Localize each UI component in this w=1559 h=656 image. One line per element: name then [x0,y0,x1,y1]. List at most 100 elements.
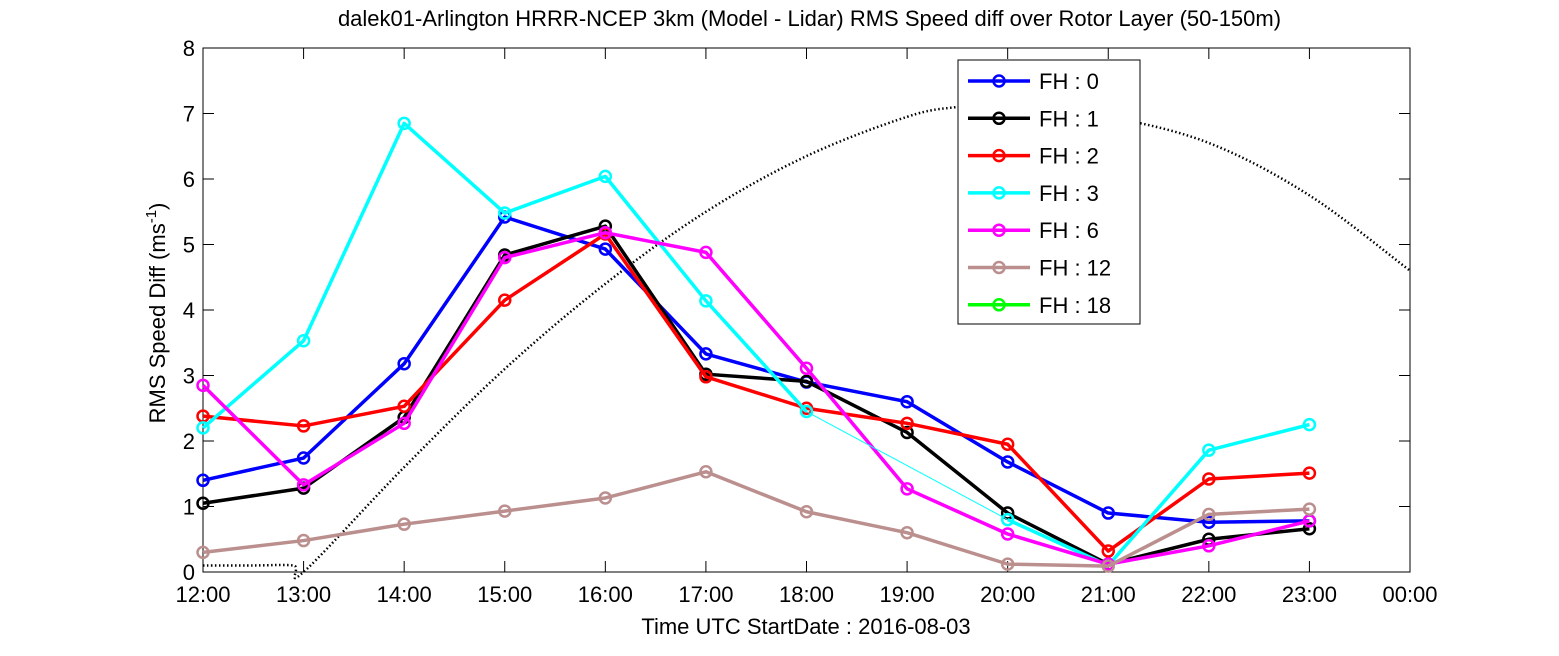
series-line [201,230,1310,566]
legend-marker [992,298,1006,312]
data-point [397,399,411,414]
data-point [1000,557,1015,571]
legend-label: FH : 3 [1039,181,1099,206]
data-point [1202,507,1216,522]
series-fh-0 [196,210,1317,529]
data-point [397,356,411,371]
data-point [296,533,311,548]
legend-label: FH : 6 [1039,218,1099,243]
data-point [1000,437,1015,452]
data-point [598,225,613,240]
legend-marker [992,186,1006,200]
y-tick-label: 8 [183,36,195,61]
legend-entry: FH : 12 [968,256,1111,281]
data-point [1101,506,1115,520]
data-point [1302,502,1317,516]
data-point [196,496,210,510]
data-point [699,245,713,260]
y-tick-label: 7 [183,102,195,127]
legend-label: FH : 18 [1039,293,1111,318]
data-point [1000,506,1015,520]
legend-entry: FH : 0 [968,69,1099,94]
data-point [699,370,713,384]
data-point [296,451,311,465]
y-tick-label: 2 [183,429,195,454]
series-fh-12 [196,465,1317,573]
data-point [598,242,613,256]
data-point [598,169,613,184]
data-point [699,347,713,361]
series-line [202,232,1310,553]
data-point [397,416,411,431]
y-axis-ticks: 0 1 2 3 4 5 6 7 8 [183,36,1410,585]
y-tick-label: 1 [183,495,195,520]
x-tick-label: 18:00 [779,582,834,607]
series-fh-2 [196,227,1317,558]
data-point [498,293,512,307]
series-line [202,470,1310,568]
legend-label: FH : 1 [1039,106,1099,131]
x-tick-label: 12:00 [175,582,230,607]
x-tick-label: 23:00 [1282,582,1337,607]
data-point [1202,443,1216,457]
legend-label: FH : 2 [1039,144,1099,169]
legend-entry: FH : 18 [968,293,1111,318]
data-point [900,416,914,431]
legend-label: FH : 0 [1039,69,1099,94]
data-point [799,374,814,389]
data-point [1302,417,1317,432]
chart-title: dalek01-Arlington HRRR-NCEP 3km (Model -… [337,6,1282,31]
data-point [1101,559,1115,573]
x-tick-label: 14:00 [377,582,432,607]
x-tick-label: 13:00 [276,582,331,607]
data-point [799,404,814,419]
legend-marker [992,260,1006,275]
legend-entry: FH : 1 [968,106,1099,131]
data-point [1202,515,1216,529]
legend-marker [992,74,1006,88]
legend-label: FH : 12 [1039,256,1111,281]
data-point [498,206,512,220]
plot-frame [202,47,1411,573]
data-point [1000,455,1015,469]
y-tick-label: 3 [183,364,195,389]
x-tick-label: 20:00 [980,582,1035,607]
series-line [1006,422,1310,568]
x-tick-label: 15:00 [477,582,532,607]
data-point [296,419,311,433]
data-point [900,525,914,540]
data-point [498,504,512,518]
y-tick-label: 5 [183,233,195,258]
x-tick-label: 21:00 [1081,582,1136,607]
data-point [196,421,210,435]
data-point [699,465,713,479]
data-point [699,294,713,308]
data-point [1202,539,1216,553]
y-tick-label: 4 [183,298,195,323]
legend: FH : 0 FH : 1 FH : 2 FH : 3 FH : 6 FH : 12 FH … [957,59,1141,325]
data-point [1101,544,1115,558]
legend-marker [992,223,1006,237]
legend-entry: FH : 6 [968,218,1099,243]
data-point [196,378,210,393]
data-point [296,478,311,492]
data-point [296,334,311,348]
data-point [900,482,914,496]
data-point [196,545,210,560]
x-tick-label: 17:00 [678,582,733,607]
series-fh-3 [196,116,1317,573]
series-line [201,121,808,430]
data-point [1000,512,1015,527]
data-point [1000,527,1015,541]
y-tick-label: 0 [183,560,195,585]
legend-entry: FH : 3 [968,181,1099,206]
data-point [900,425,914,440]
data-point [1302,522,1317,536]
data-point [900,394,914,409]
x-tick-label: 00:00 [1382,582,1437,607]
data-point [498,250,512,265]
series-gap-line [806,411,1008,521]
series-fh-6 [196,225,1317,571]
data-point [1202,472,1216,486]
